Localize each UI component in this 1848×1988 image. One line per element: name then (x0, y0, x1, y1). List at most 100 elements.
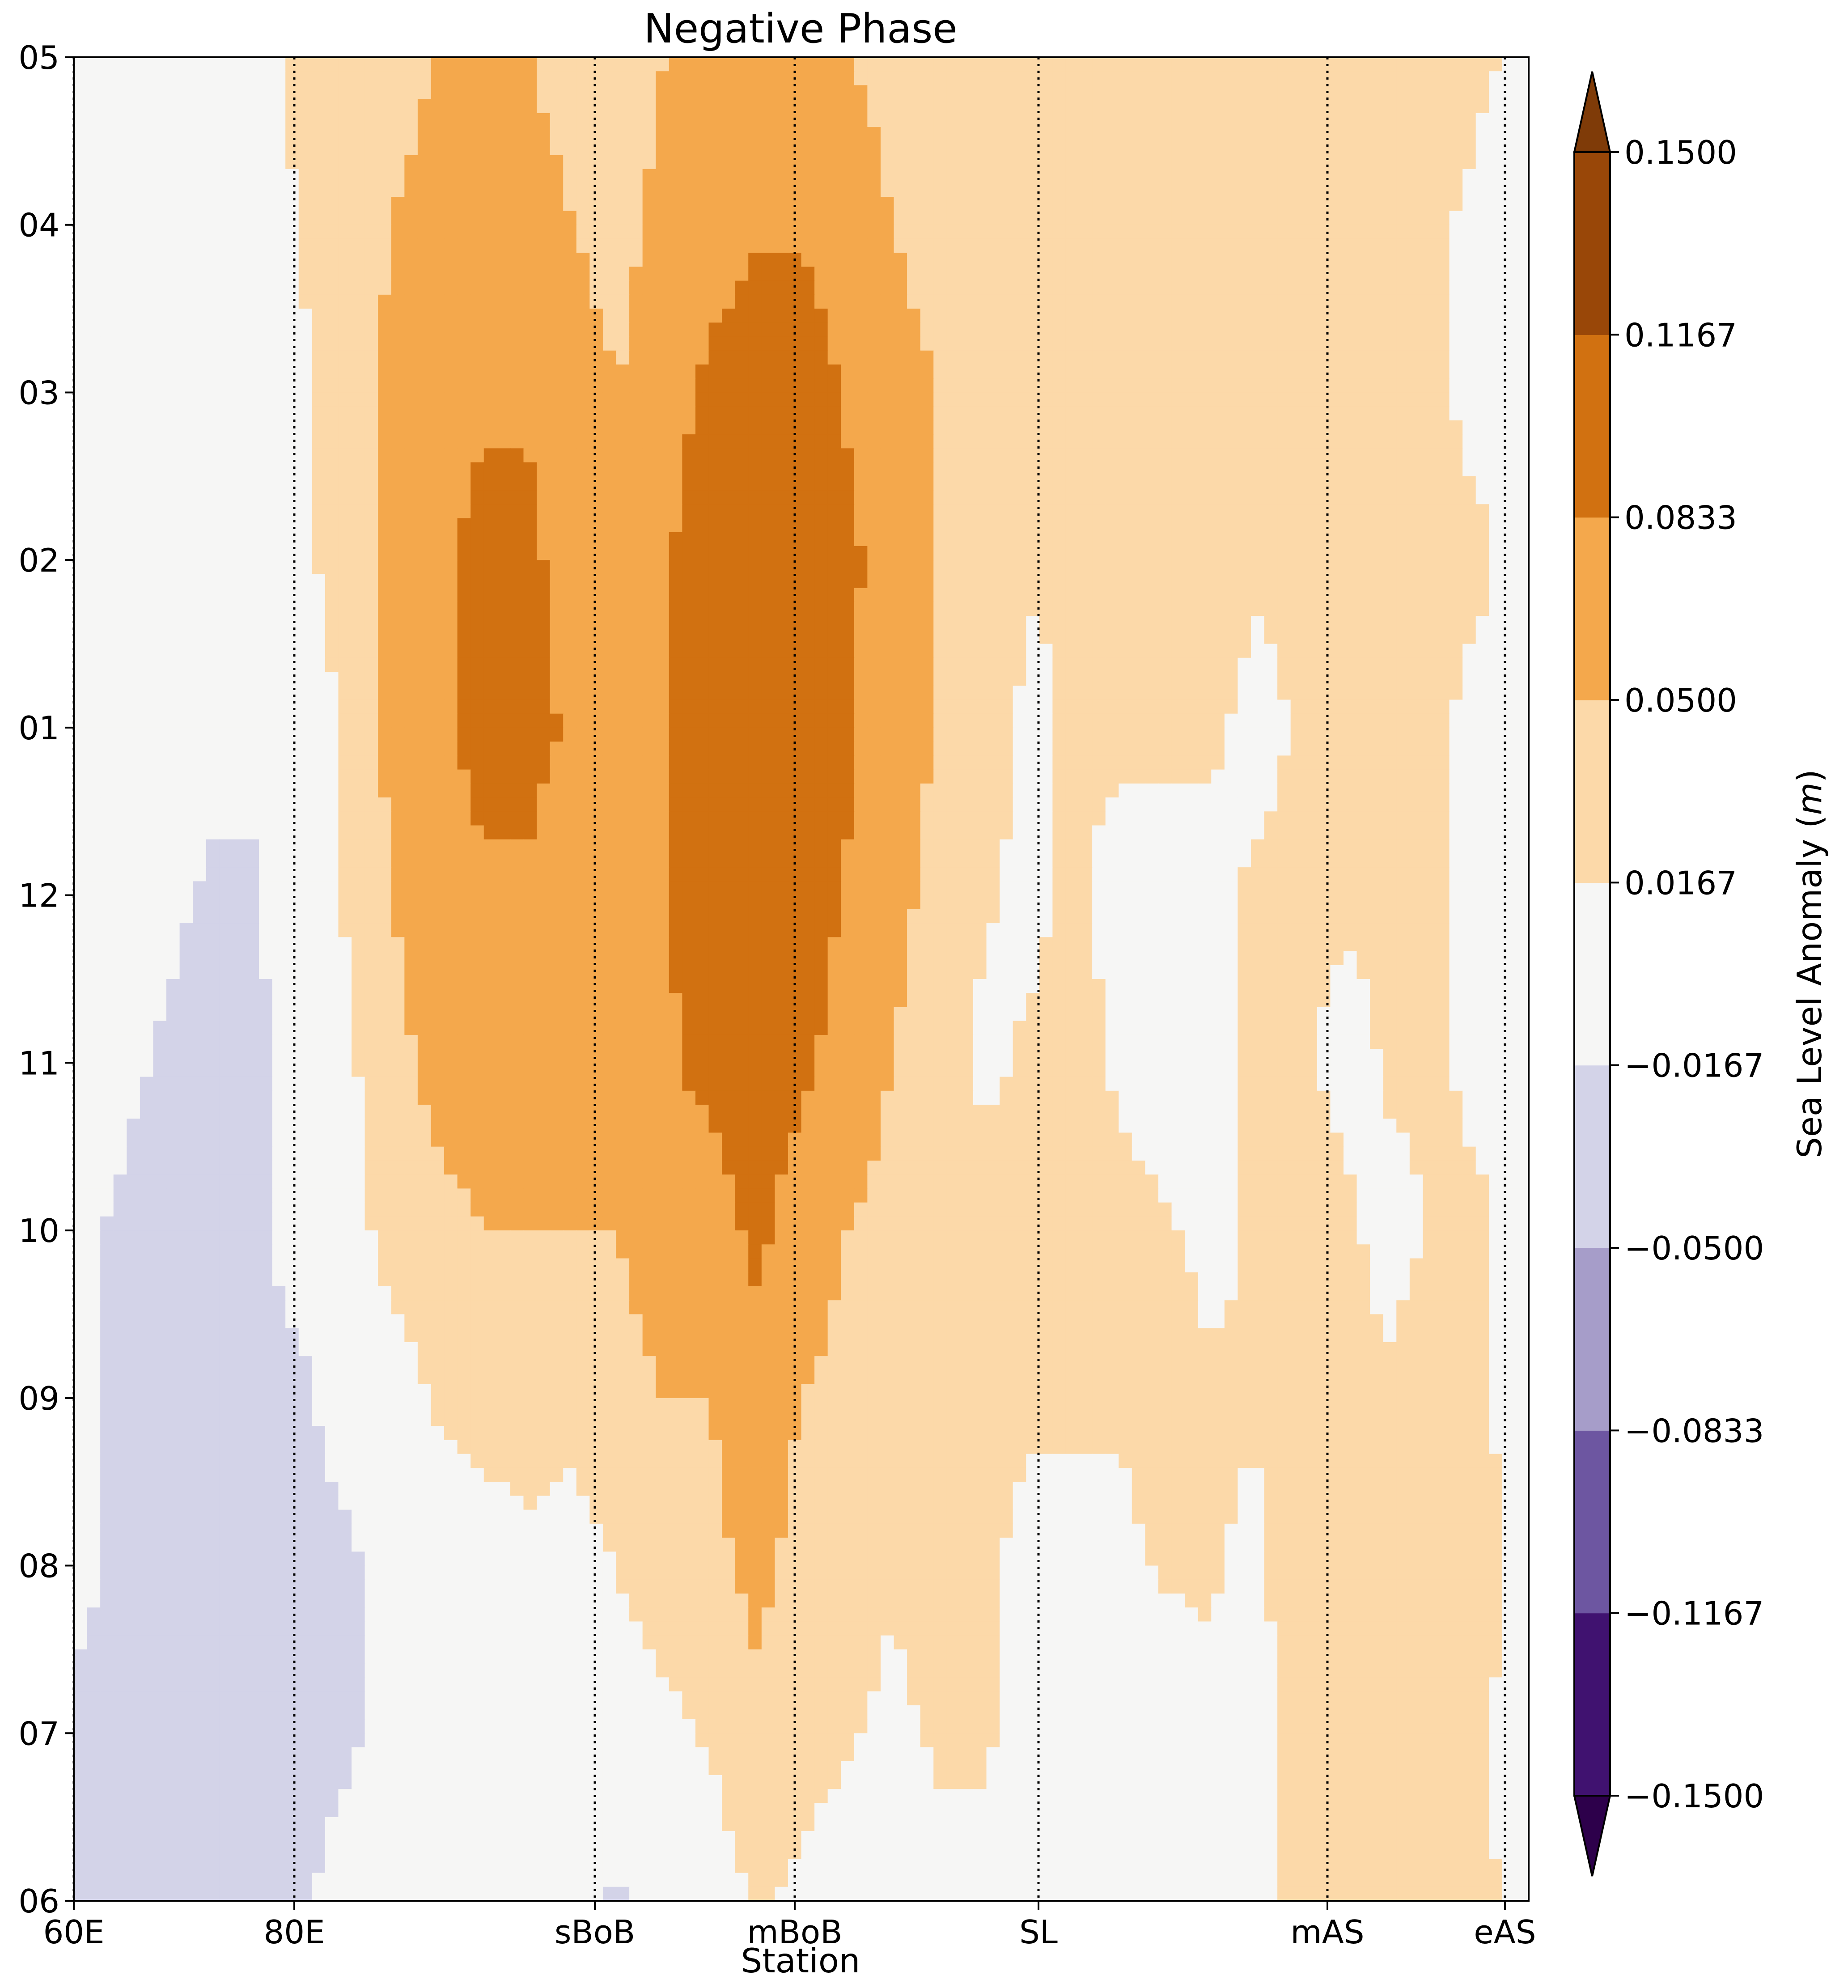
field-cell (589, 644, 603, 658)
field-cell (298, 504, 313, 519)
field-cell (87, 183, 101, 198)
field-cell (1158, 127, 1172, 142)
field-cell (1065, 253, 1080, 267)
field-cell (1211, 225, 1225, 239)
field-cell (827, 253, 842, 267)
field-cell (153, 686, 167, 700)
field-cell (1343, 309, 1357, 323)
field-cell (775, 490, 788, 505)
field-cell (827, 406, 842, 421)
field-cell (656, 280, 670, 295)
field-cell (325, 532, 339, 547)
field-cell (841, 518, 855, 533)
field-cell (1290, 336, 1305, 351)
field-cell (656, 197, 670, 212)
field-cell (1158, 99, 1172, 114)
field-cell (920, 253, 934, 267)
field-cell (1449, 657, 1463, 672)
field-cell (1370, 141, 1384, 156)
field-cell (1317, 183, 1331, 198)
field-cell (656, 113, 670, 127)
field-cell (1065, 616, 1080, 631)
field-cell (1383, 238, 1397, 253)
field-cell (1409, 448, 1424, 463)
field-cell (1330, 672, 1344, 687)
field-cell (87, 57, 101, 72)
field-cell (1039, 169, 1053, 183)
field-cell (431, 322, 445, 337)
field-cell (986, 462, 1000, 477)
field-cell (1185, 267, 1199, 281)
field-cell (616, 672, 630, 687)
field-cell (563, 113, 577, 127)
field-cell (510, 141, 524, 156)
field-cell (1317, 490, 1331, 505)
field-cell (285, 253, 299, 267)
field-cell (1475, 197, 1490, 212)
field-cell (602, 686, 617, 700)
field-cell (1409, 476, 1424, 491)
field-cell (1515, 392, 1529, 407)
field-cell (960, 630, 974, 644)
field-cell (616, 420, 630, 435)
field-cell (642, 672, 656, 687)
field-cell (1171, 644, 1185, 658)
field-cell (179, 657, 193, 672)
field-cell (365, 476, 378, 491)
field-cell (656, 434, 670, 449)
field-cell (629, 420, 643, 435)
field-cell (1475, 225, 1490, 239)
field-cell (285, 420, 299, 435)
field-cell (1515, 518, 1529, 533)
field-cell (589, 434, 603, 449)
field-cell (1383, 574, 1397, 589)
field-cell (1330, 225, 1344, 239)
field-cell (946, 434, 961, 449)
field-cell (1039, 238, 1053, 253)
field-cell (417, 267, 432, 281)
field-cell (1436, 141, 1450, 156)
field-cell (113, 169, 127, 183)
field-cell (219, 336, 233, 351)
field-cell (682, 365, 696, 379)
field-cell (166, 71, 180, 86)
field-cell (1238, 99, 1251, 114)
field-cell (973, 294, 987, 309)
field-cell (1475, 588, 1490, 602)
field-cell (682, 518, 696, 533)
field-cell (814, 71, 828, 86)
field-cell (1250, 127, 1265, 142)
field-cell (933, 350, 947, 365)
field-cell (602, 225, 617, 239)
field-cell (1158, 183, 1172, 198)
field-cell (153, 574, 167, 589)
field-cell (1317, 141, 1331, 156)
field-cell (338, 462, 352, 477)
field-cell (285, 183, 299, 198)
field-cell (179, 141, 193, 156)
field-cell (1396, 169, 1410, 183)
field-cell (1475, 141, 1490, 156)
field-cell (1185, 127, 1199, 142)
field-cell (246, 630, 259, 644)
field-cell (1330, 406, 1344, 421)
field-cell (907, 99, 921, 114)
field-cell (417, 434, 432, 449)
field-cell (298, 253, 313, 267)
field-cell (563, 602, 577, 616)
field-cell (682, 155, 696, 170)
field-cell (894, 113, 907, 127)
field-cell (1409, 169, 1424, 183)
field-cell (1211, 169, 1225, 183)
field-cell (537, 630, 551, 644)
field-cell (100, 378, 114, 393)
field-cell (854, 532, 868, 547)
field-cell (1396, 350, 1410, 365)
field-cell (867, 309, 881, 323)
field-cell (140, 113, 154, 127)
field-cell (1317, 113, 1331, 127)
field-cell (338, 336, 352, 351)
field-cell (312, 238, 326, 253)
field-cell (880, 238, 894, 253)
field-cell (708, 504, 722, 519)
